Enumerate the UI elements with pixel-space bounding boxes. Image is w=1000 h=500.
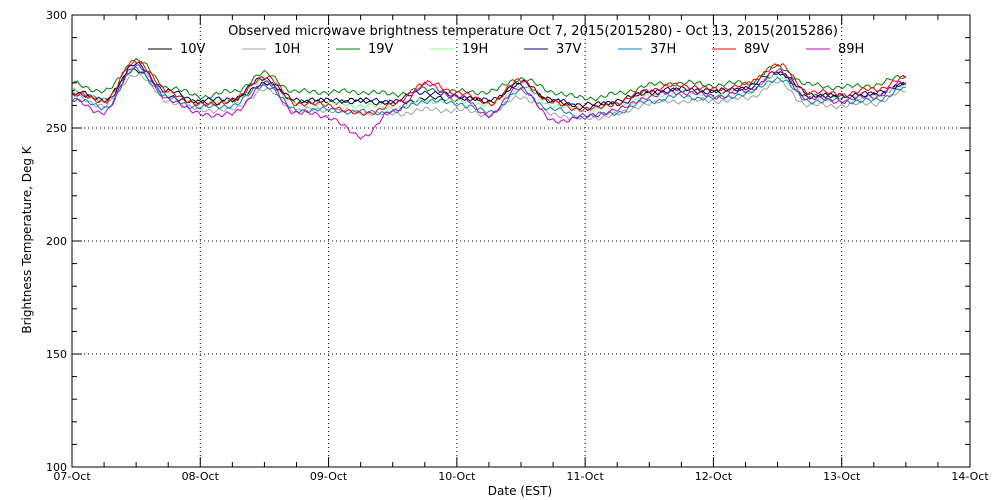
legend-label-37h: 37H	[650, 42, 676, 57]
y-tick-label: 250	[46, 122, 67, 135]
legend-label-89v: 89V	[744, 42, 770, 57]
series-line-37v	[71, 61, 907, 112]
x-tick-label: 14-Oct	[951, 470, 989, 483]
x-tick-label: 12-Oct	[695, 470, 733, 483]
x-tick-label: 07-Oct	[53, 470, 91, 483]
x-tick-label: 13-Oct	[823, 470, 861, 483]
legend-label-10h: 10H	[274, 42, 300, 57]
x-tick-label: 11-Oct	[566, 470, 604, 483]
x-tick-label: 10-Oct	[438, 470, 476, 483]
series-line-37h	[71, 66, 906, 120]
legend-label-19h: 19H	[462, 42, 488, 57]
legend-label-10v: 10V	[180, 42, 206, 57]
y-tick-label: 150	[46, 348, 67, 361]
x-axis-label: Date (EST)	[488, 484, 552, 498]
series-line-89h	[71, 64, 907, 140]
x-tick-label: 09-Oct	[310, 470, 348, 483]
series-line-10h	[71, 73, 906, 121]
x-tick-label: 08-Oct	[182, 470, 220, 483]
grid	[72, 15, 970, 467]
legend-label-37v: 37V	[556, 42, 582, 57]
axis-ticks: 100 150 200 250 300 07-Oct 08-Oct 09-Oct 10-Oct 1…	[46, 9, 989, 483]
legend-label-19v: 19V	[368, 42, 394, 57]
series-line-19v	[71, 57, 907, 102]
legend-label-89h: 89H	[838, 42, 864, 57]
y-tick-label: 200	[46, 235, 67, 248]
y-tick-label: 100	[46, 461, 67, 474]
y-tick-label: 300	[46, 9, 67, 22]
y-axis-label: Brightness Temperature, Deg K	[20, 145, 34, 333]
chart-title: Observed microwave brightness temperatur…	[228, 24, 838, 39]
series-lines	[71, 57, 907, 140]
legend: 10V 10H 19V 19H 37V 37H 89V 89H	[148, 42, 864, 57]
series-line-89v	[71, 59, 907, 117]
